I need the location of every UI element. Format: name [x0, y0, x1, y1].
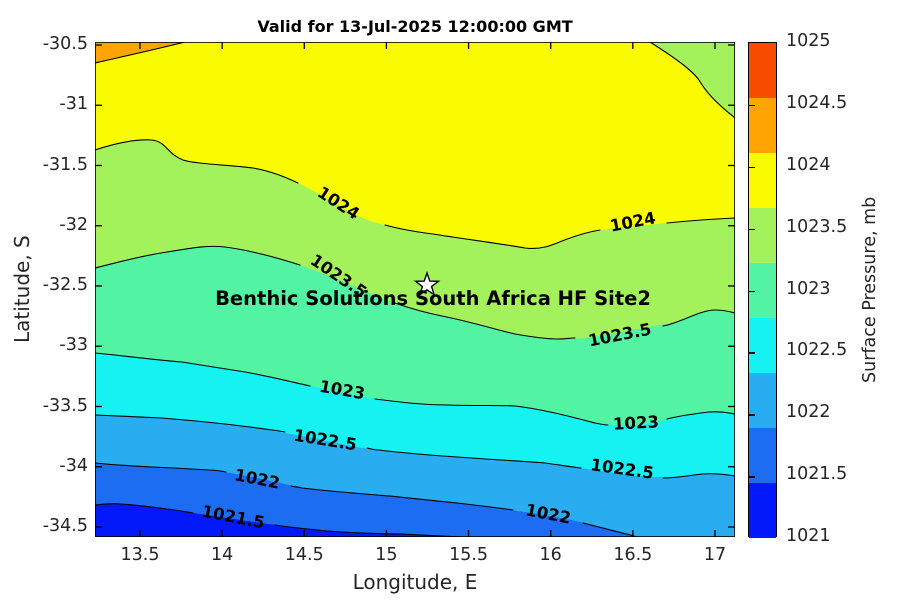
y-tick--32.5: -32.5: [42, 275, 88, 295]
isobar-1024-seg2: [384, 224, 601, 249]
y-axis-label: Latitude, S: [10, 235, 34, 344]
colorbar-segment-1: [749, 98, 776, 153]
x-tick-13.5: 13.5: [120, 545, 160, 565]
isobar-1023-seg3: [666, 411, 735, 420]
y-tick--31: -31: [59, 94, 88, 115]
plot-title: Valid for 13-Jul-2025 12:00:00 GMT: [257, 17, 573, 36]
x-tick-16.5: 16.5: [613, 545, 653, 565]
y-tick--31.5: -31.5: [42, 154, 88, 175]
colorbar-segment-5: [749, 318, 776, 373]
x-axis-label: Longitude, E: [352, 570, 478, 594]
contour-map-svg: 1024 10241023.51023.5102310231022.51022.5…: [95, 42, 735, 537]
colorbar-segment-2: [749, 153, 776, 208]
map-plot-area: 1024 1024 1023.5 1023.5 1023 1023 1022.5 1022.5…: [95, 42, 735, 537]
x-tick-15.5: 15.5: [449, 545, 489, 565]
colorbar-tick-mark: [749, 352, 755, 354]
colorbar-label: Surface Pressure, mb: [860, 196, 880, 383]
colorbar-tick-1022.5: 1022.5: [786, 340, 848, 361]
site-annotation: Benthic Solutions South Africa HF Site2: [215, 287, 651, 310]
isobar-1022p5-seg3: [662, 473, 735, 479]
isobar-1024-seg1: [95, 139, 299, 184]
colorbar-segment-8: [749, 483, 776, 538]
colorbar-tick-1023.5: 1023.5: [786, 216, 848, 237]
isobar-1021p5-seg2: [274, 524, 463, 537]
colorbar-segment-7: [749, 428, 776, 483]
site-star-icon: [413, 270, 441, 297]
x-tick-14.5: 14.5: [284, 545, 324, 565]
axis-tick-marks: [95, 42, 735, 537]
isobar-1023p5-seg2: [394, 302, 576, 340]
colorbar-segment-3: [749, 208, 776, 263]
y-tick--33: -33: [59, 335, 88, 356]
band-1021p5-1022: [95, 463, 637, 537]
isobar-1022-seg1: [95, 462, 227, 473]
colorbar-tick-1023: 1023: [786, 278, 831, 299]
y-tick--33.5: -33.5: [42, 395, 88, 416]
band-below-1021p5: [95, 503, 462, 537]
isobar-1022p5-seg2: [366, 447, 582, 469]
x-tick-14: 14: [210, 545, 234, 565]
isobar-1022p5-seg1: [95, 414, 286, 433]
contour-label-1023: 1023: [613, 412, 660, 433]
y-tick--34: -34: [59, 455, 88, 476]
isobar-1022-seg2: [290, 485, 514, 511]
isobar-1024-seg3: [666, 217, 735, 224]
colorbar-tick-mark: [749, 476, 755, 478]
colorbar: [748, 42, 777, 538]
colorbar-segment-0: [749, 43, 776, 98]
colorbar-tick-1024.5: 1024.5: [786, 92, 848, 113]
colorbar-tick-mark: [749, 414, 755, 416]
colorbar-tick-mark: [749, 166, 755, 169]
y-tick--30.5: -30.5: [42, 34, 88, 54]
colorbar-tick-mark: [749, 290, 755, 292]
y-tick--34.5: -34.5: [42, 516, 88, 536]
isobar-1024p5: [95, 42, 186, 64]
colorbar-tick-1022: 1022: [786, 402, 831, 423]
x-tick-16: 16: [539, 545, 562, 565]
isobar-1021p5-seg1: [95, 503, 194, 514]
isobar-1023p5-seg1: [95, 245, 301, 269]
colorbar-tick-1021.5: 1021.5: [786, 464, 848, 485]
x-tick-15: 15: [375, 545, 398, 565]
colorbar-tick-1021: 1021: [786, 526, 831, 546]
isobar-1024-ne-corner: [649, 42, 735, 119]
colorbar-tick-1024: 1024: [786, 154, 831, 175]
colorbar-tick-mark: [749, 104, 755, 107]
isobar-1023-seg2: [374, 398, 609, 426]
y-tick--32: -32: [59, 214, 88, 235]
isobar-1023-seg1: [95, 352, 311, 387]
colorbar-segment-6: [749, 373, 776, 428]
isobar-1023p5-seg3: [662, 309, 735, 327]
colorbar-tick-1025: 1025: [786, 31, 831, 51]
x-tick-17: 17: [703, 545, 727, 565]
colorbar-tick-mark: [749, 228, 755, 231]
